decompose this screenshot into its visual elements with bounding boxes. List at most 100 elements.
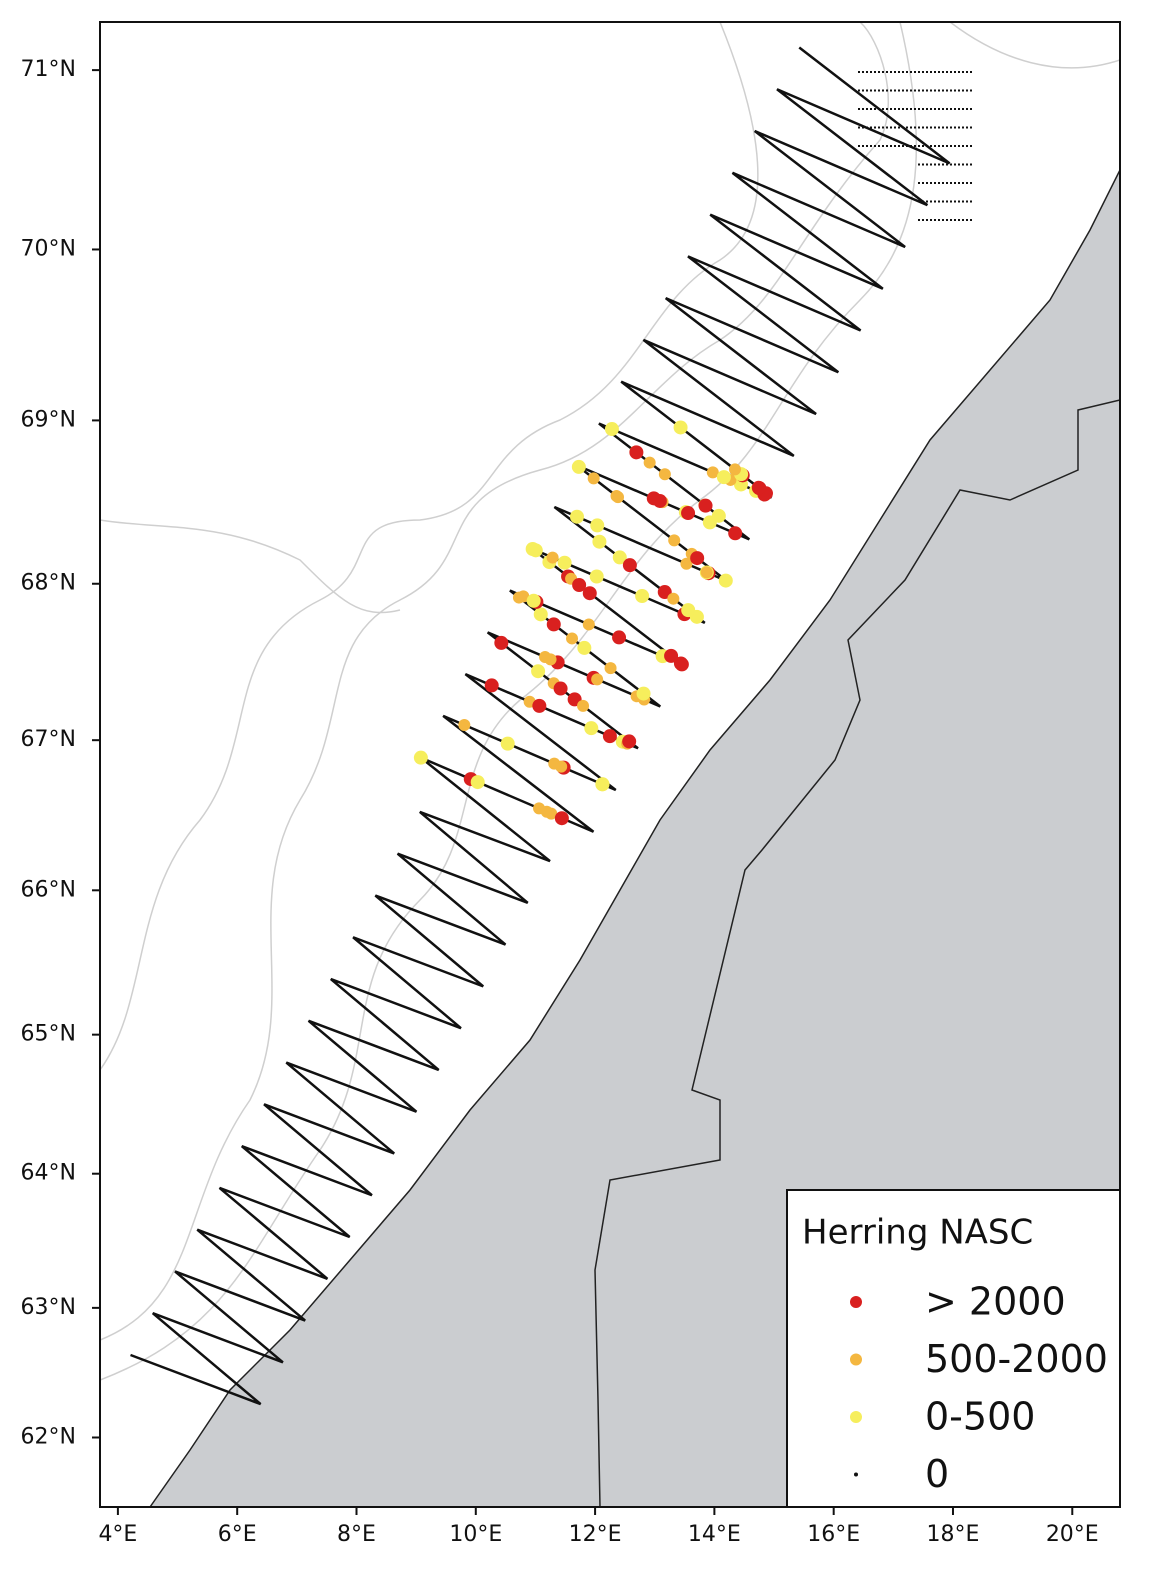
- nasc-dot: [500, 736, 515, 751]
- nasc-dots: [413, 420, 773, 826]
- y-tick-label: 63°N: [21, 1295, 76, 1320]
- land: [149, 169, 1120, 1507]
- nasc-dot: [458, 718, 471, 731]
- nasc-dot: [657, 585, 672, 600]
- x-tick-label: 20°E: [1046, 1522, 1099, 1547]
- nasc-dot: [602, 729, 617, 744]
- nasc-dot: [698, 498, 713, 513]
- border: [594, 399, 1120, 1507]
- y-tick-label: 68°N: [21, 571, 76, 596]
- nasc-dot: [604, 422, 619, 437]
- map-area: [100, 22, 1120, 1507]
- nasc-dot: [680, 557, 693, 570]
- nasc-dot: [571, 459, 586, 474]
- nasc-dot: [728, 526, 743, 541]
- y-tick-label: 69°N: [21, 407, 76, 432]
- nasc-dot: [591, 673, 604, 686]
- nasc-dot: [673, 420, 688, 435]
- legend-label: 500-2000: [925, 1337, 1108, 1381]
- x-tick-label: 8°E: [337, 1522, 376, 1547]
- nasc-dot: [533, 607, 548, 622]
- legend-label: 0: [925, 1452, 949, 1496]
- nasc-dot: [545, 807, 558, 820]
- nasc-dot: [700, 566, 713, 579]
- nasc-dot: [728, 463, 741, 476]
- nasc-dot: [718, 573, 733, 588]
- nasc-dot: [548, 757, 561, 770]
- nasc-dot: [646, 491, 661, 506]
- nasc-dot: [546, 551, 559, 564]
- nasc-dot: [690, 551, 705, 566]
- nasc-dot: [622, 558, 637, 573]
- nasc-dot: [673, 656, 688, 671]
- nasc-dot: [546, 617, 561, 632]
- nasc-dot: [711, 508, 726, 523]
- nasc-dot: [577, 699, 590, 712]
- nasc-dot: [668, 534, 681, 547]
- nasc-dot: [554, 811, 569, 826]
- x-tick-label: 4°E: [98, 1522, 137, 1547]
- nasc-dot: [584, 721, 599, 736]
- nasc-dot: [611, 491, 624, 504]
- track: [130, 46, 951, 1406]
- survey-tracks: [130, 46, 972, 1406]
- legend-swatch: [850, 1411, 862, 1423]
- y-tick-label: 65°N: [21, 1022, 76, 1047]
- nasc-dot: [532, 698, 547, 713]
- legend-label: 0-500: [925, 1395, 1035, 1439]
- nasc-dot: [484, 678, 499, 693]
- nasc-dot: [531, 664, 546, 679]
- nasc-dot: [622, 734, 637, 749]
- nasc-dot: [604, 662, 617, 675]
- legend-title: Herring NASC: [802, 1213, 1033, 1253]
- x-tick-label: 10°E: [449, 1522, 502, 1547]
- nasc-dot: [612, 630, 627, 645]
- x-tick-label: 6°E: [218, 1522, 257, 1547]
- x-tick-label: 12°E: [569, 1522, 622, 1547]
- nasc-dot: [528, 543, 543, 558]
- nasc-dot: [592, 534, 607, 549]
- nasc-dot: [612, 550, 627, 565]
- nasc-dot: [636, 686, 651, 701]
- nasc-dot: [539, 650, 552, 663]
- nasc-dot: [589, 569, 604, 584]
- nasc-dot: [716, 470, 731, 485]
- nasc-dot: [494, 635, 509, 650]
- nasc-dot: [751, 480, 766, 495]
- nasc-dot: [470, 775, 485, 790]
- nasc-dot: [517, 590, 530, 603]
- y-tick-label: 71°N: [21, 57, 76, 82]
- y-tick-label: 66°N: [21, 877, 76, 902]
- nasc-dot: [553, 681, 568, 696]
- x-tick-label: 16°E: [807, 1522, 860, 1547]
- nasc-dot: [582, 586, 597, 601]
- legend-swatch: [850, 1353, 862, 1366]
- nasc-dot: [629, 445, 644, 460]
- nasc-dot: [582, 618, 595, 631]
- nasc-dot: [557, 555, 572, 570]
- x-tick-label: 14°E: [688, 1522, 741, 1547]
- nasc-dot: [533, 802, 546, 815]
- nasc-dot: [577, 640, 592, 655]
- nasc-dot: [706, 466, 719, 479]
- nasc-dot: [595, 777, 610, 792]
- x-tick-label: 18°E: [927, 1522, 980, 1547]
- nasc-dot: [526, 593, 541, 608]
- y-tick-label: 64°N: [21, 1161, 76, 1186]
- nasc-dot: [681, 506, 696, 521]
- nasc-dot: [643, 456, 656, 469]
- nasc-dot: [681, 603, 696, 618]
- nasc-dot: [667, 592, 680, 605]
- y-tick-label: 62°N: [21, 1425, 76, 1450]
- depth-contours: [100, 22, 1120, 1381]
- nasc-dot: [569, 509, 584, 524]
- legend-swatch: [850, 1296, 862, 1308]
- y-tick-label: 67°N: [21, 727, 76, 752]
- nasc-dot: [635, 588, 650, 603]
- nasc-dot: [587, 472, 600, 485]
- nasc-dot: [413, 750, 428, 765]
- nasc-dot: [664, 648, 679, 663]
- y-tick-label: 70°N: [21, 236, 76, 261]
- nasc-dot: [566, 632, 579, 645]
